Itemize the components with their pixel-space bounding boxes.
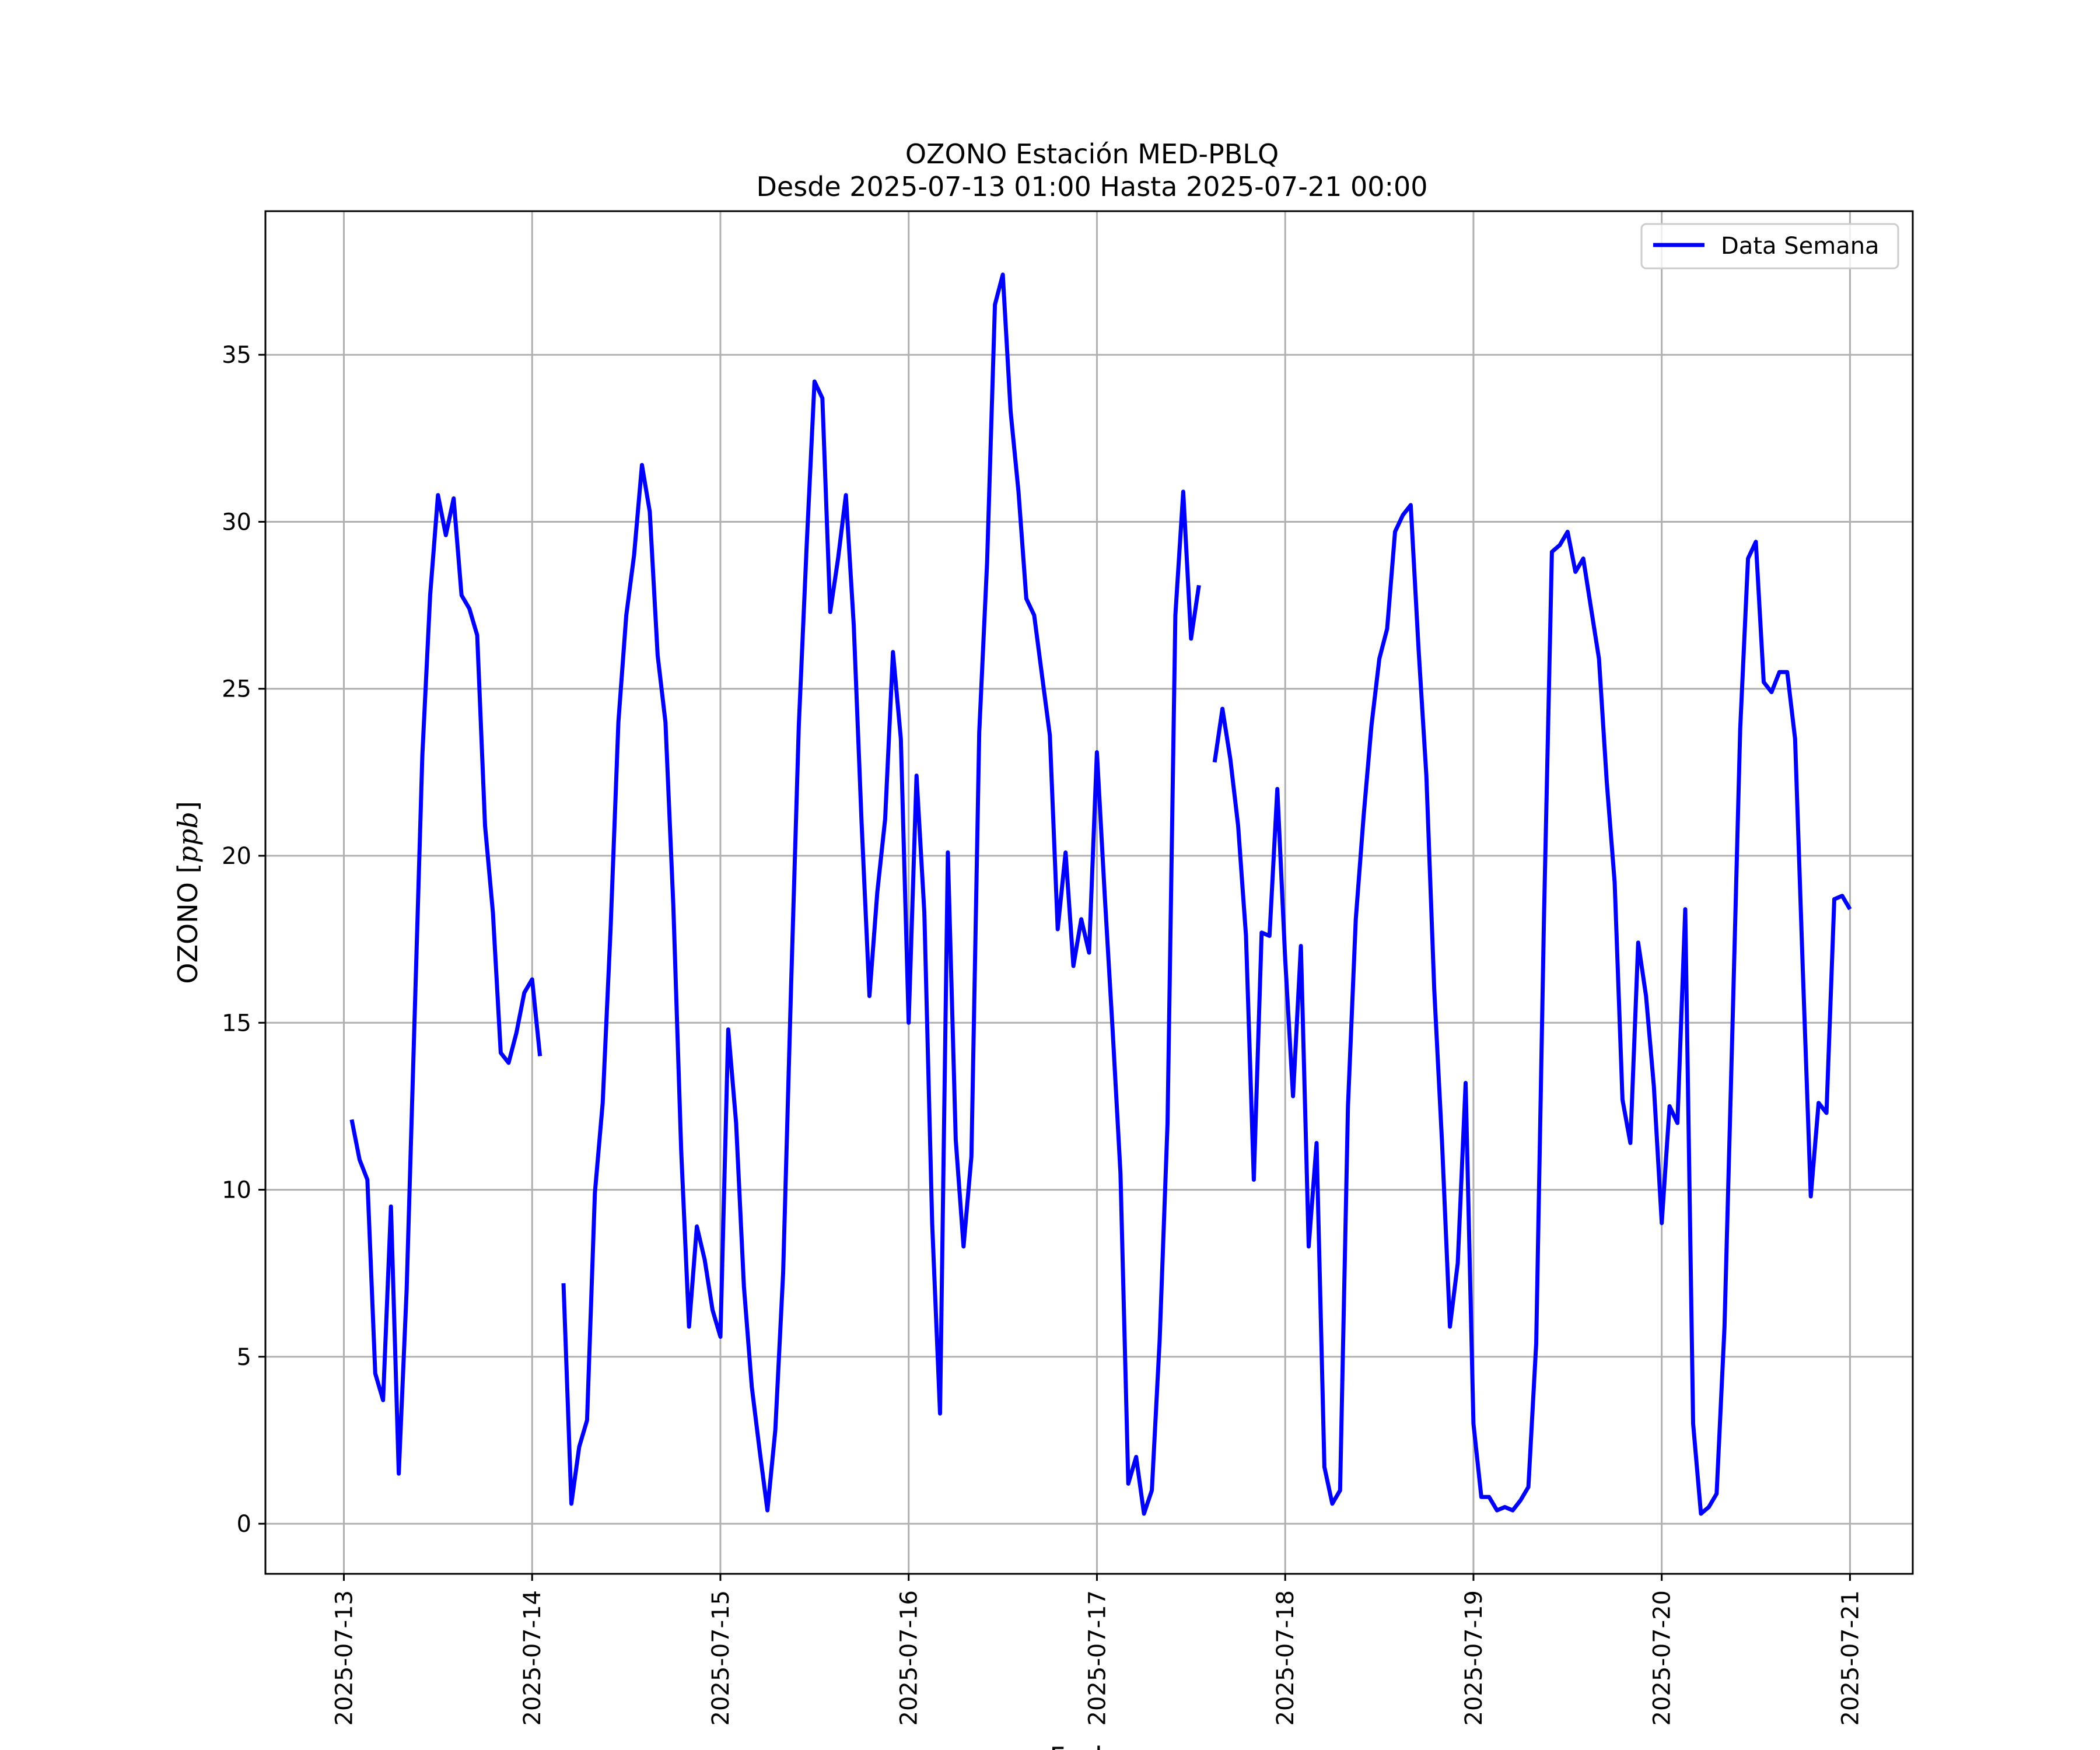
x-tick-label: 2025-07-16: [896, 1590, 923, 1726]
x-tick-label: 2025-07-19: [1461, 1590, 1488, 1726]
y-tick-label: 25: [222, 676, 251, 703]
x-tick-label: 2025-07-18: [1272, 1590, 1299, 1726]
legend-box: [1640, 223, 1899, 270]
x-tick-label: 2025-07-15: [708, 1590, 734, 1726]
x-tick-label: 2025-07-21: [1837, 1590, 1864, 1726]
y-tick-label: 10: [222, 1177, 251, 1204]
series-line-segment: [349, 493, 542, 1476]
x-axis-label: Fecha: [1050, 1741, 1129, 1750]
x-tick-label: 2025-07-17: [1084, 1590, 1111, 1726]
data-line: [349, 272, 1852, 1516]
y-tick-label: 5: [237, 1344, 251, 1371]
y-tick-label: 30: [222, 509, 251, 536]
series-line-segment: [561, 272, 1201, 1516]
y-tick-label: 15: [222, 1010, 251, 1037]
y-axis-label-unit: ppb: [172, 811, 204, 863]
series-line-segment: [1212, 503, 1852, 1516]
x-tick-label: 2025-07-14: [519, 1590, 546, 1726]
y-tick-label: 0: [237, 1511, 251, 1538]
y-axis-label-close: ]: [172, 801, 204, 811]
grid: [265, 211, 1913, 1574]
y-tick-label: 35: [222, 342, 251, 369]
y-axis-label: OZONO [ppb]: [172, 801, 204, 984]
x-axis-ticks: 2025-07-13 2025-07-14 2025-07-15 2025-07-16…: [331, 1574, 1864, 1726]
y-axis-ticks: 0 5 10 15 20 25 30 35: [222, 342, 265, 1538]
y-axis-label-text: OZONO [: [172, 863, 204, 984]
chart-title: OZONO Estación MED-PBLQ: [905, 138, 1279, 170]
legend-label: Data Semana: [1721, 233, 1880, 260]
chart-subtitle: Desde 2025-07-13 01:00 Hasta 2025-07-21 …: [756, 171, 1427, 202]
x-tick-label: 2025-07-20: [1649, 1590, 1676, 1726]
legend: Data Semana: [1640, 223, 1899, 270]
plot-area-frame: [264, 210, 1914, 1575]
y-tick-label: 20: [222, 843, 251, 870]
x-tick-label: 2025-07-13: [331, 1590, 358, 1726]
